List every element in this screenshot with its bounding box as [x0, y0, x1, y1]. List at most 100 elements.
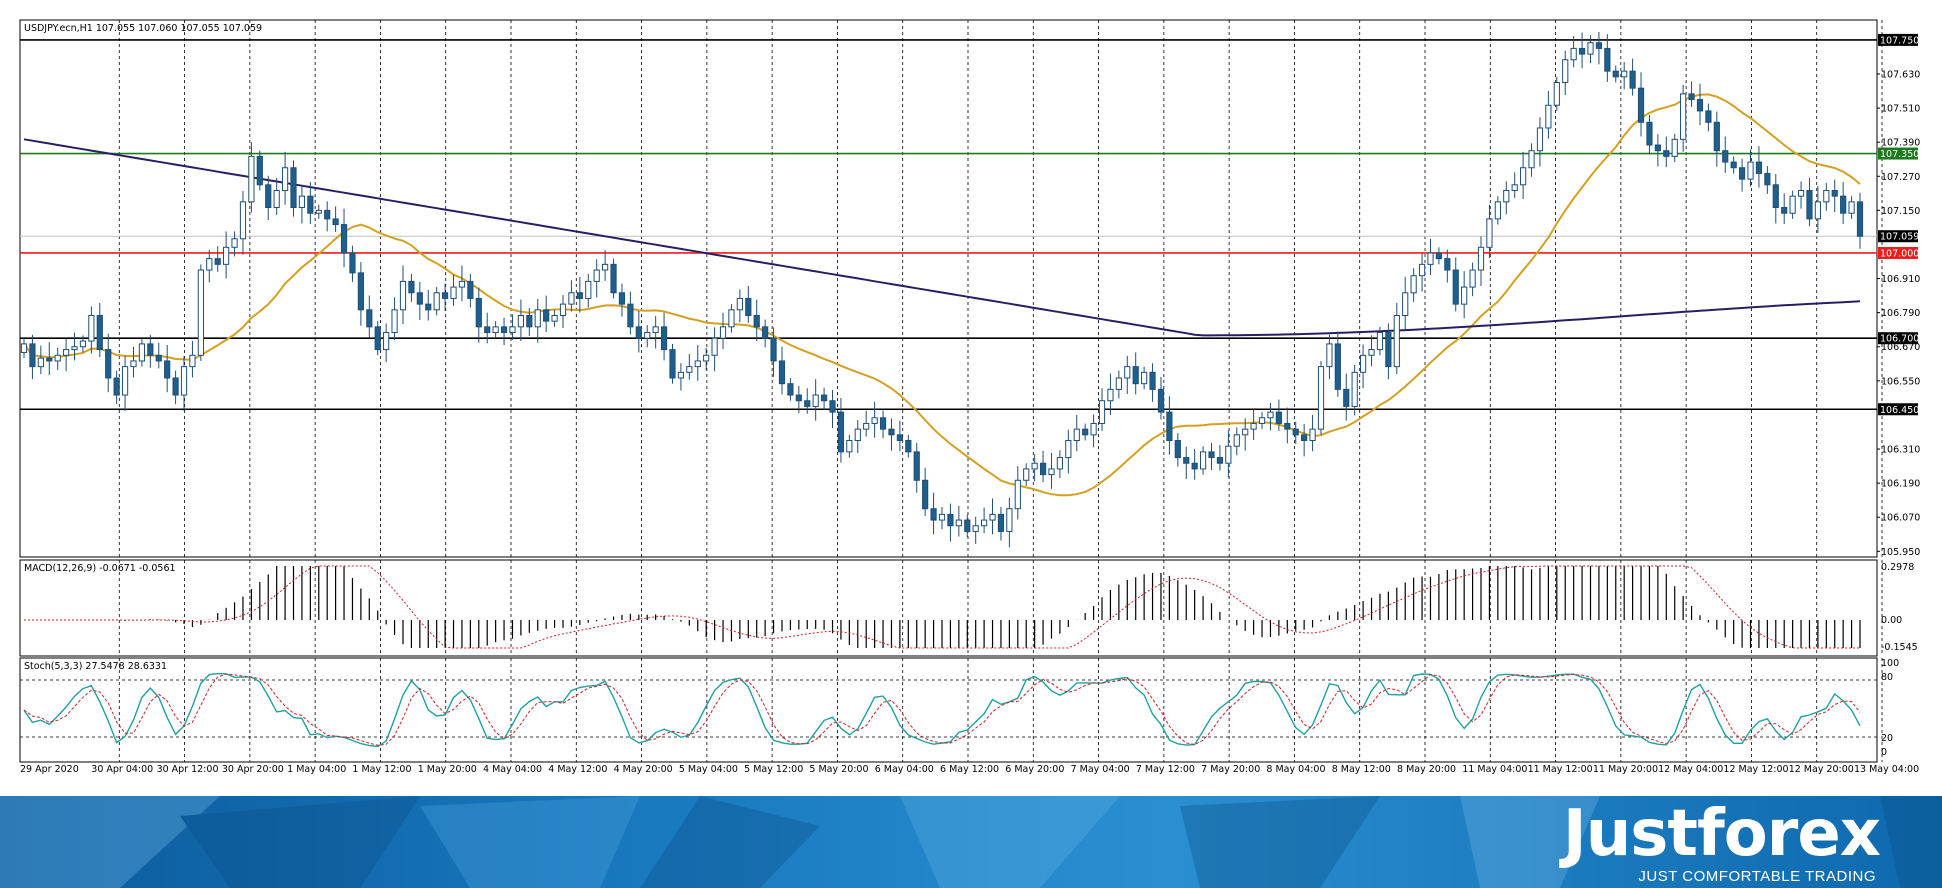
candle-body [1233, 434, 1240, 447]
candle-body [930, 508, 937, 521]
time-axis-label: 30 Apr 04:00 [91, 764, 153, 775]
price-labels: 107.750 107.350 107.059 107.000 106.700 106.4… [1878, 33, 1919, 416]
candle-body [1789, 195, 1796, 214]
candle-body [989, 513, 996, 521]
price-axis: 107.630 107.510 107.390 107.270 107.150 106.9… [1877, 69, 1920, 558]
candle-body [1326, 343, 1333, 368]
time-axis-label: 11 May 04:00 [1462, 764, 1527, 775]
candle-body [492, 326, 499, 334]
candle-body [1713, 121, 1720, 152]
candle-body [509, 326, 516, 334]
candle-body [1191, 462, 1198, 470]
candle-body [795, 394, 802, 402]
candle-body [1848, 201, 1855, 214]
candle-body [1696, 99, 1704, 112]
time-axis-label: 11 May 20:00 [1593, 764, 1658, 775]
candle-body [180, 366, 188, 396]
candle-body [1444, 258, 1451, 271]
candle-body [1621, 70, 1628, 78]
price-axis-label: 107.390 [1881, 138, 1920, 149]
candle-body [265, 184, 272, 209]
candle-body [938, 513, 946, 521]
candle-body [71, 346, 78, 351]
candle-body [812, 394, 819, 407]
candle-body [1528, 150, 1535, 169]
candle-body [736, 297, 743, 311]
candle-body [1755, 161, 1763, 174]
candle-body [1536, 127, 1544, 152]
price-axis-label: 106.070 [1881, 513, 1920, 524]
candle-body [896, 434, 903, 442]
candle-body [1073, 428, 1080, 442]
price-axis-label: 107.510 [1881, 104, 1920, 115]
candle-body [54, 354, 61, 362]
candle-body [602, 263, 609, 271]
candle-body [526, 314, 533, 328]
candle-body [846, 440, 853, 453]
candle-body [1814, 201, 1821, 220]
candle-body [1301, 434, 1308, 442]
time-axis-label: 12 May 20:00 [1789, 764, 1854, 775]
macd-panel[interactable] [19, 559, 1878, 657]
candle-body [955, 519, 962, 527]
candle-body [770, 337, 777, 362]
candle-body [669, 349, 676, 379]
time-axis-label: 5 May 20:00 [809, 764, 868, 775]
moving-averages [23, 93, 1861, 497]
candle-body [29, 343, 36, 368]
candle-body [1023, 468, 1030, 481]
footer-banner [0, 796, 1942, 888]
time-axis-label: 7 May 12:00 [1136, 764, 1195, 775]
brand-name: Justforex [1562, 797, 1881, 871]
candle-body [1351, 371, 1358, 407]
candle-body [972, 525, 979, 532]
candle-body [787, 383, 794, 396]
candle-body [837, 411, 845, 453]
time-axis-label: 29 Apr 2020 [20, 764, 79, 775]
candle-body [450, 286, 457, 299]
candle-body [981, 519, 988, 527]
candle-body [660, 326, 668, 351]
price-panel[interactable] [19, 19, 1878, 558]
candle-body [307, 195, 314, 214]
candle-body [1772, 184, 1779, 209]
candle-body [1831, 189, 1838, 197]
candle-body [871, 417, 878, 424]
candle-body [1595, 42, 1603, 49]
candle-body [357, 272, 364, 311]
candle-body [1402, 292, 1409, 316]
candle-body [1343, 388, 1350, 407]
macd-tick-zero: 0.00 [1881, 615, 1902, 626]
time-axis-label: 11 May 12:00 [1528, 764, 1593, 775]
stoch-tick-0: 0 [1881, 747, 1887, 758]
candle-body [1764, 172, 1771, 186]
candle-body [37, 357, 44, 368]
candle-body [1006, 508, 1013, 532]
candle-body [340, 224, 348, 254]
candle-body [1469, 269, 1476, 288]
candle-body [458, 280, 466, 288]
candle-body [1225, 445, 1232, 464]
time-axis-label: 6 May 20:00 [1005, 764, 1064, 775]
candle-body [1199, 451, 1207, 470]
candle-body [1385, 332, 1392, 368]
candle-body [1578, 47, 1586, 55]
time-axis-label: 1 May 20:00 [418, 764, 477, 775]
stoch-panel[interactable] [19, 657, 1878, 763]
time-axis-label: 8 May 04:00 [1266, 764, 1325, 775]
candle-body [172, 377, 179, 396]
candle-body [164, 360, 171, 379]
candle-body [130, 360, 137, 368]
candle-body [366, 309, 373, 328]
price-axis-label: 107.270 [1881, 172, 1920, 183]
price-axis-label: 106.310 [1881, 445, 1920, 456]
candle-body [576, 292, 583, 299]
time-axis-label: 12 May 04:00 [1658, 764, 1723, 775]
candle-body [155, 354, 162, 362]
candle-body [239, 201, 247, 240]
trading-chart[interactable]: 107.630 107.510 107.390 107.270 107.150 106.9… [0, 0, 1942, 796]
candle-body [298, 195, 306, 209]
candle-body [1570, 47, 1577, 61]
price-axis-label: 105.950 [1881, 547, 1920, 558]
price-label-box [1878, 147, 1918, 160]
